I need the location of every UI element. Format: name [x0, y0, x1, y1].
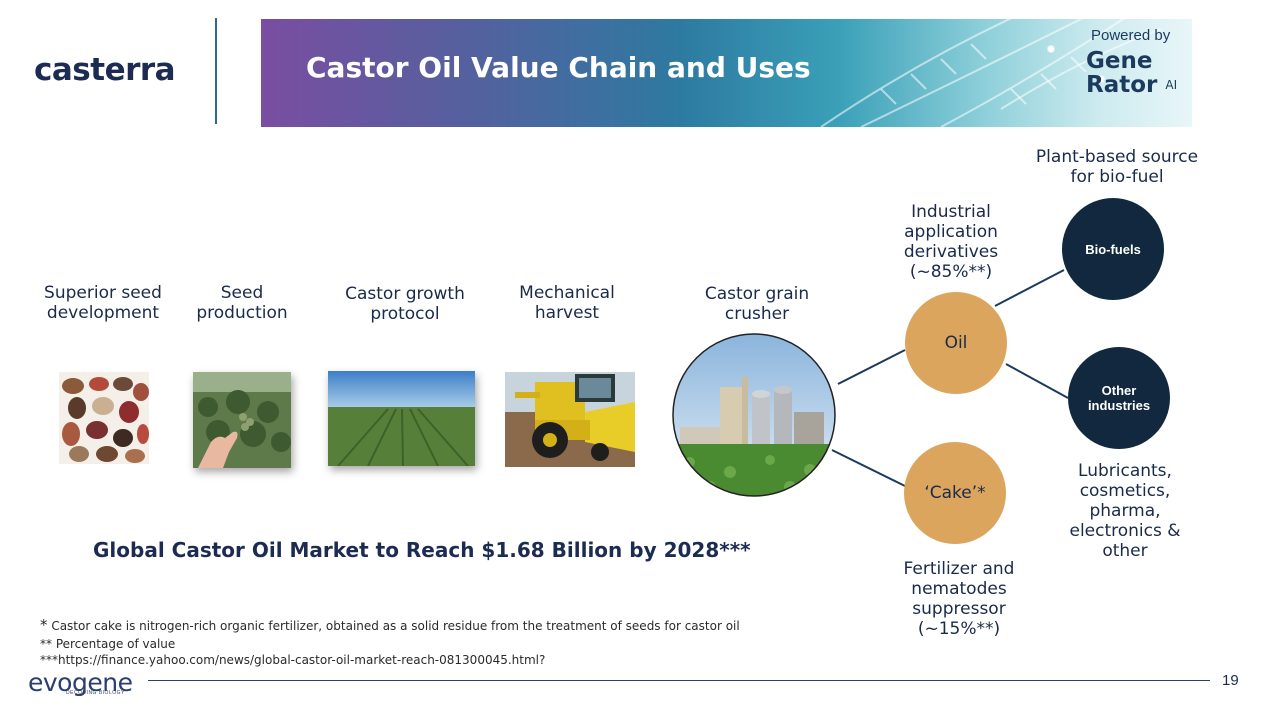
header-divider: [215, 18, 217, 124]
evogene-logo: evogene: [28, 668, 133, 697]
step-label-seed-production: Seed production: [196, 283, 288, 323]
combine-harvester-photo: [505, 372, 635, 467]
evogene-tagline: DECODING BIOLOGY: [66, 690, 125, 696]
casterra-logo: casterra: [34, 52, 176, 88]
footer-divider: [148, 680, 1210, 681]
cake-description: Fertilizer and nematodes suppressor (~15…: [903, 559, 1015, 639]
generator-ai-logo: Gene Rator AI: [1086, 48, 1178, 98]
cake-circle: ‘Cake’*: [904, 442, 1006, 544]
step-label-mechanical-harvest: Mechanical harvest: [519, 283, 615, 323]
other-industries-circle: Other industries: [1068, 347, 1170, 449]
step-label-growth-protocol: Castor growth protocol: [345, 284, 465, 324]
oil-circle: Oil: [905, 292, 1007, 394]
biofuels-circle: Bio-fuels: [1062, 198, 1164, 300]
footnote-castor-cake: * Castor cake is nitrogen-rich organic f…: [40, 616, 740, 634]
other-industries-description: Lubricants, cosmetics, pharma, electroni…: [1069, 461, 1181, 561]
step-label-grain-crusher: Castor grain crusher: [704, 284, 810, 324]
page-number: 19: [1222, 672, 1239, 689]
castor-seeds-photo: [59, 372, 149, 464]
dna-pattern-graphic: [820, 19, 1162, 127]
footnote-percentage: ** Percentage of value: [40, 637, 176, 651]
title-banner: Castor Oil Value Chain and Uses Powered …: [261, 19, 1192, 127]
powered-by-label: Powered by: [1091, 27, 1171, 44]
market-statement: Global Castor Oil Market to Reach $1.68 …: [93, 538, 751, 562]
page-title: Castor Oil Value Chain and Uses: [306, 51, 811, 84]
oil-description: Industrial application derivatives (~85%…: [903, 202, 999, 282]
seed-production-photo: [193, 372, 291, 468]
biofuels-description: Plant-based source for bio-fuel: [1035, 147, 1199, 187]
step-label-seed-development: Superior seed development: [44, 283, 162, 323]
grain-crusher-photo: [672, 333, 836, 497]
castor-field-photo: [328, 371, 475, 466]
footnote-source-link[interactable]: ***https://finance.yahoo.com/news/global…: [40, 653, 546, 667]
